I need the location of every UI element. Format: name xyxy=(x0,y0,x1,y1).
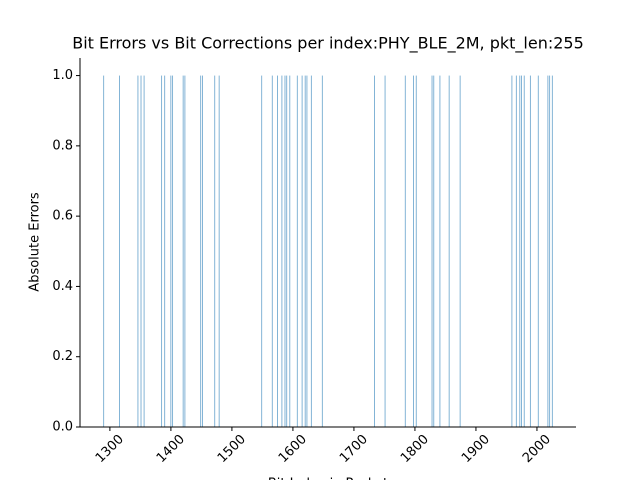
bar xyxy=(202,75,203,428)
y-tick-label: 1.0 xyxy=(52,68,73,83)
bar xyxy=(284,75,286,428)
bar xyxy=(384,75,386,428)
bar xyxy=(551,75,553,428)
bar xyxy=(415,75,417,428)
bar xyxy=(214,75,216,428)
bar xyxy=(374,75,375,428)
bar xyxy=(261,75,263,428)
bar xyxy=(286,75,288,428)
bar xyxy=(413,75,414,428)
bar xyxy=(511,75,513,428)
bar xyxy=(439,75,441,428)
bar xyxy=(119,75,120,428)
x-tick-label: 1300 xyxy=(93,432,127,466)
bar xyxy=(404,75,406,428)
bar xyxy=(281,75,283,428)
bar xyxy=(184,75,186,428)
bar xyxy=(433,75,435,428)
chart-title: Bit Errors vs Bit Corrections per index:… xyxy=(72,34,584,54)
bar xyxy=(301,75,303,428)
y-axis-label: Absolute Errors xyxy=(28,192,43,292)
bar xyxy=(521,75,522,428)
bar xyxy=(271,75,273,428)
x-tick-label: 1600 xyxy=(276,432,310,466)
bar xyxy=(143,75,145,428)
x-tick-label: 1900 xyxy=(459,432,493,466)
bar xyxy=(523,75,525,428)
y-tick-label: 0.0 xyxy=(52,420,73,435)
bar xyxy=(515,75,517,428)
bar xyxy=(296,75,298,428)
bar xyxy=(200,75,202,428)
bar xyxy=(103,75,105,428)
x-tick-label: 1500 xyxy=(215,432,249,466)
y-tick-label: 0.2 xyxy=(52,349,73,364)
bar xyxy=(547,75,549,428)
bar xyxy=(310,75,312,428)
bar xyxy=(289,75,291,428)
y-tick-label: 0.4 xyxy=(52,279,73,294)
bar xyxy=(161,75,163,428)
bar xyxy=(519,75,521,428)
bar xyxy=(304,75,306,428)
bar xyxy=(321,75,323,428)
bar xyxy=(459,75,461,428)
bar xyxy=(529,75,531,428)
bar xyxy=(306,75,308,428)
y-tick-label: 0.6 xyxy=(52,209,73,224)
bar xyxy=(448,75,450,428)
bar xyxy=(277,75,278,428)
bar xyxy=(164,75,166,428)
bar xyxy=(182,75,184,428)
bar xyxy=(537,75,539,428)
bar xyxy=(431,75,433,428)
x-tick-label: 2000 xyxy=(520,432,554,466)
x-tick-label: 1800 xyxy=(398,432,432,466)
bar xyxy=(170,75,172,428)
bar xyxy=(137,75,139,428)
x-tick-label: 1700 xyxy=(337,432,371,466)
bar xyxy=(140,75,142,428)
x-axis-label: Bit Index in Packet xyxy=(268,477,388,480)
bar xyxy=(218,75,220,428)
bar xyxy=(549,75,551,428)
x-tick-label: 1400 xyxy=(154,432,188,466)
bar xyxy=(172,75,174,428)
y-tick-label: 0.8 xyxy=(52,138,73,153)
